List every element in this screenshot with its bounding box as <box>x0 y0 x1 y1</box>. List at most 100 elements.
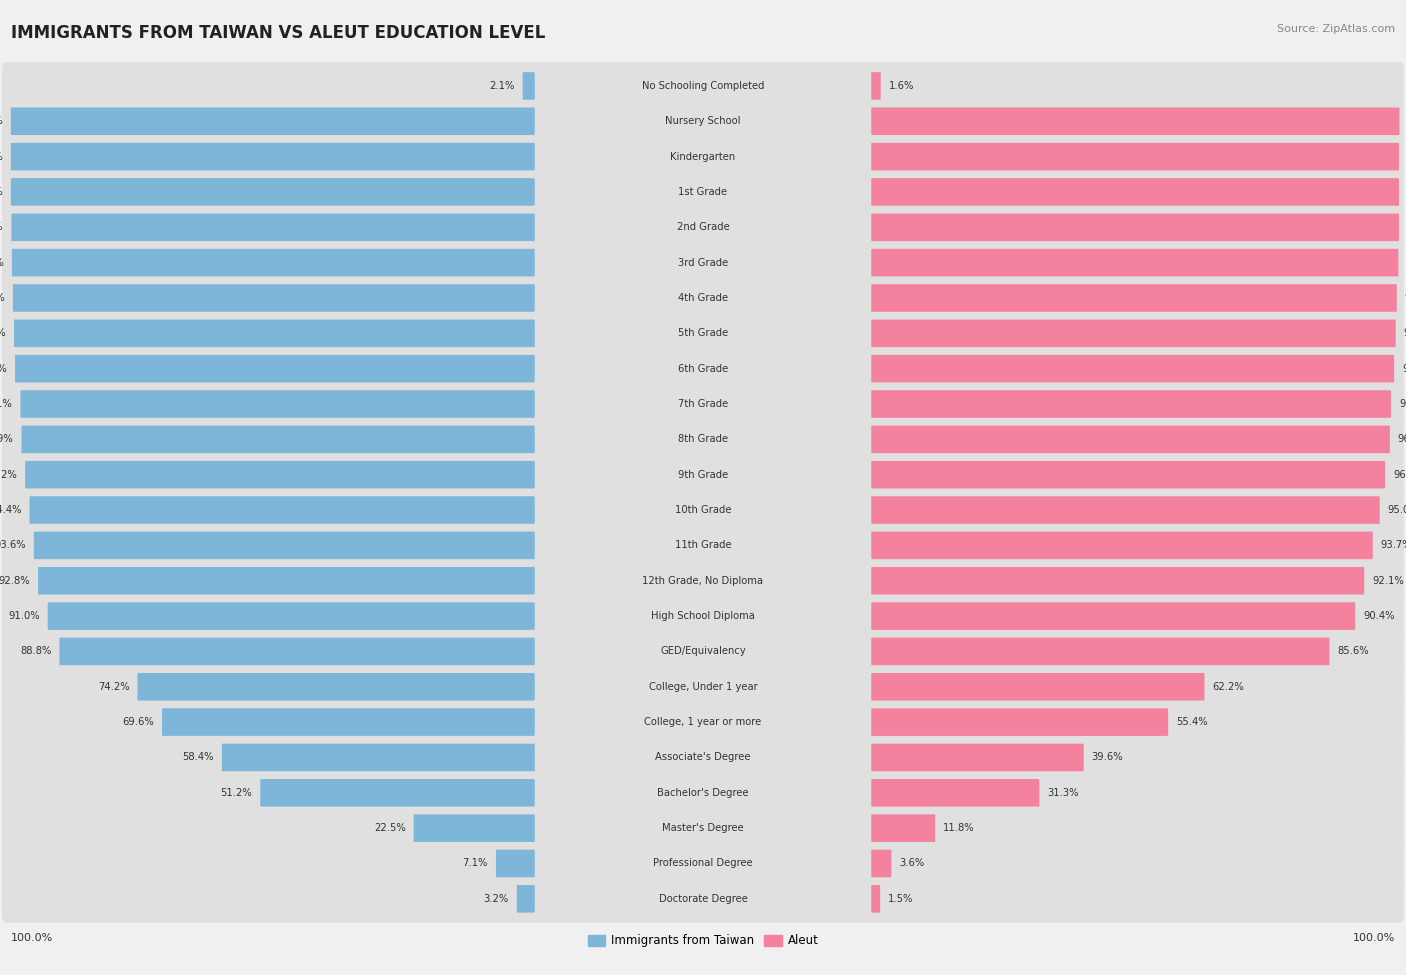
FancyBboxPatch shape <box>3 62 1403 110</box>
Text: 92.1%: 92.1% <box>1372 575 1405 586</box>
FancyBboxPatch shape <box>11 142 534 171</box>
FancyBboxPatch shape <box>872 284 1396 312</box>
FancyBboxPatch shape <box>3 204 1403 252</box>
FancyBboxPatch shape <box>3 628 1403 676</box>
FancyBboxPatch shape <box>3 309 1403 357</box>
FancyBboxPatch shape <box>872 708 1168 736</box>
Text: 97.9%: 97.9% <box>0 151 3 162</box>
FancyBboxPatch shape <box>872 142 1399 171</box>
Text: 97.9%: 97.9% <box>0 187 3 197</box>
Legend: Immigrants from Taiwan, Aleut: Immigrants from Taiwan, Aleut <box>583 929 823 953</box>
Text: Kindergarten: Kindergarten <box>671 151 735 162</box>
Text: 62.2%: 62.2% <box>1212 682 1244 692</box>
Text: Associate's Degree: Associate's Degree <box>655 753 751 762</box>
FancyBboxPatch shape <box>38 566 534 595</box>
Text: 7th Grade: 7th Grade <box>678 399 728 410</box>
Text: 85.6%: 85.6% <box>1337 646 1369 656</box>
Text: 97.8%: 97.8% <box>0 222 3 232</box>
FancyBboxPatch shape <box>3 487 1403 534</box>
Text: 100.0%: 100.0% <box>11 933 53 943</box>
Text: 69.6%: 69.6% <box>122 717 155 727</box>
Text: 96.0%: 96.0% <box>1393 470 1406 480</box>
FancyBboxPatch shape <box>3 733 1403 781</box>
FancyBboxPatch shape <box>11 178 534 206</box>
FancyBboxPatch shape <box>11 107 534 136</box>
FancyBboxPatch shape <box>872 849 891 878</box>
FancyBboxPatch shape <box>872 249 1399 277</box>
FancyBboxPatch shape <box>162 708 534 736</box>
Text: 9th Grade: 9th Grade <box>678 470 728 480</box>
Text: College, Under 1 year: College, Under 1 year <box>648 682 758 692</box>
Text: 11.8%: 11.8% <box>943 823 974 834</box>
Text: 8th Grade: 8th Grade <box>678 434 728 445</box>
FancyBboxPatch shape <box>25 461 534 488</box>
FancyBboxPatch shape <box>872 744 1084 771</box>
FancyBboxPatch shape <box>872 496 1379 524</box>
FancyBboxPatch shape <box>496 849 534 878</box>
FancyBboxPatch shape <box>872 107 1399 136</box>
FancyBboxPatch shape <box>260 779 534 806</box>
Text: High School Diploma: High School Diploma <box>651 611 755 621</box>
Text: 74.2%: 74.2% <box>98 682 129 692</box>
FancyBboxPatch shape <box>3 133 1403 180</box>
Text: 96.1%: 96.1% <box>0 399 13 410</box>
FancyBboxPatch shape <box>3 592 1403 640</box>
FancyBboxPatch shape <box>872 425 1391 453</box>
Text: 97.7%: 97.7% <box>0 257 4 268</box>
Text: No Schooling Completed: No Schooling Completed <box>641 81 765 91</box>
FancyBboxPatch shape <box>13 284 534 312</box>
FancyBboxPatch shape <box>59 638 534 665</box>
Text: 97.1%: 97.1% <box>1399 399 1406 410</box>
Text: 39.6%: 39.6% <box>1091 753 1123 762</box>
Text: 5th Grade: 5th Grade <box>678 329 728 338</box>
Text: 97.3%: 97.3% <box>0 329 6 338</box>
FancyBboxPatch shape <box>413 814 534 842</box>
FancyBboxPatch shape <box>872 566 1364 595</box>
Text: 3rd Grade: 3rd Grade <box>678 257 728 268</box>
Text: 1st Grade: 1st Grade <box>679 187 727 197</box>
FancyBboxPatch shape <box>3 239 1403 287</box>
FancyBboxPatch shape <box>3 804 1403 852</box>
FancyBboxPatch shape <box>872 603 1355 630</box>
FancyBboxPatch shape <box>3 168 1403 215</box>
Text: 58.4%: 58.4% <box>183 753 214 762</box>
Text: 2nd Grade: 2nd Grade <box>676 222 730 232</box>
Text: 51.2%: 51.2% <box>221 788 252 798</box>
FancyBboxPatch shape <box>872 461 1385 488</box>
FancyBboxPatch shape <box>3 698 1403 746</box>
FancyBboxPatch shape <box>11 249 534 277</box>
FancyBboxPatch shape <box>15 355 534 382</box>
FancyBboxPatch shape <box>21 425 534 453</box>
Text: 10th Grade: 10th Grade <box>675 505 731 515</box>
FancyBboxPatch shape <box>3 98 1403 145</box>
FancyBboxPatch shape <box>3 663 1403 711</box>
FancyBboxPatch shape <box>3 875 1403 922</box>
Text: 31.3%: 31.3% <box>1047 788 1078 798</box>
FancyBboxPatch shape <box>34 531 534 560</box>
Text: GED/Equivalency: GED/Equivalency <box>661 646 745 656</box>
FancyBboxPatch shape <box>3 769 1403 817</box>
FancyBboxPatch shape <box>872 885 880 913</box>
Text: 6th Grade: 6th Grade <box>678 364 728 373</box>
Text: Doctorate Degree: Doctorate Degree <box>658 894 748 904</box>
FancyBboxPatch shape <box>138 673 534 701</box>
Text: Nursery School: Nursery School <box>665 116 741 127</box>
Text: 96.9%: 96.9% <box>1398 434 1406 445</box>
Text: IMMIGRANTS FROM TAIWAN VS ALEUT EDUCATION LEVEL: IMMIGRANTS FROM TAIWAN VS ALEUT EDUCATIO… <box>11 24 546 42</box>
FancyBboxPatch shape <box>48 603 534 630</box>
FancyBboxPatch shape <box>3 380 1403 428</box>
Text: 97.5%: 97.5% <box>0 292 6 303</box>
FancyBboxPatch shape <box>872 673 1205 701</box>
FancyBboxPatch shape <box>517 885 534 913</box>
FancyBboxPatch shape <box>872 390 1391 418</box>
Text: 3.2%: 3.2% <box>484 894 509 904</box>
Text: 97.1%: 97.1% <box>0 364 7 373</box>
FancyBboxPatch shape <box>3 274 1403 322</box>
Text: 95.9%: 95.9% <box>0 434 14 445</box>
FancyBboxPatch shape <box>3 450 1403 498</box>
Text: 2.1%: 2.1% <box>489 81 515 91</box>
Text: 93.7%: 93.7% <box>1381 540 1406 551</box>
FancyBboxPatch shape <box>3 522 1403 569</box>
Text: 88.8%: 88.8% <box>20 646 52 656</box>
FancyBboxPatch shape <box>872 72 880 99</box>
